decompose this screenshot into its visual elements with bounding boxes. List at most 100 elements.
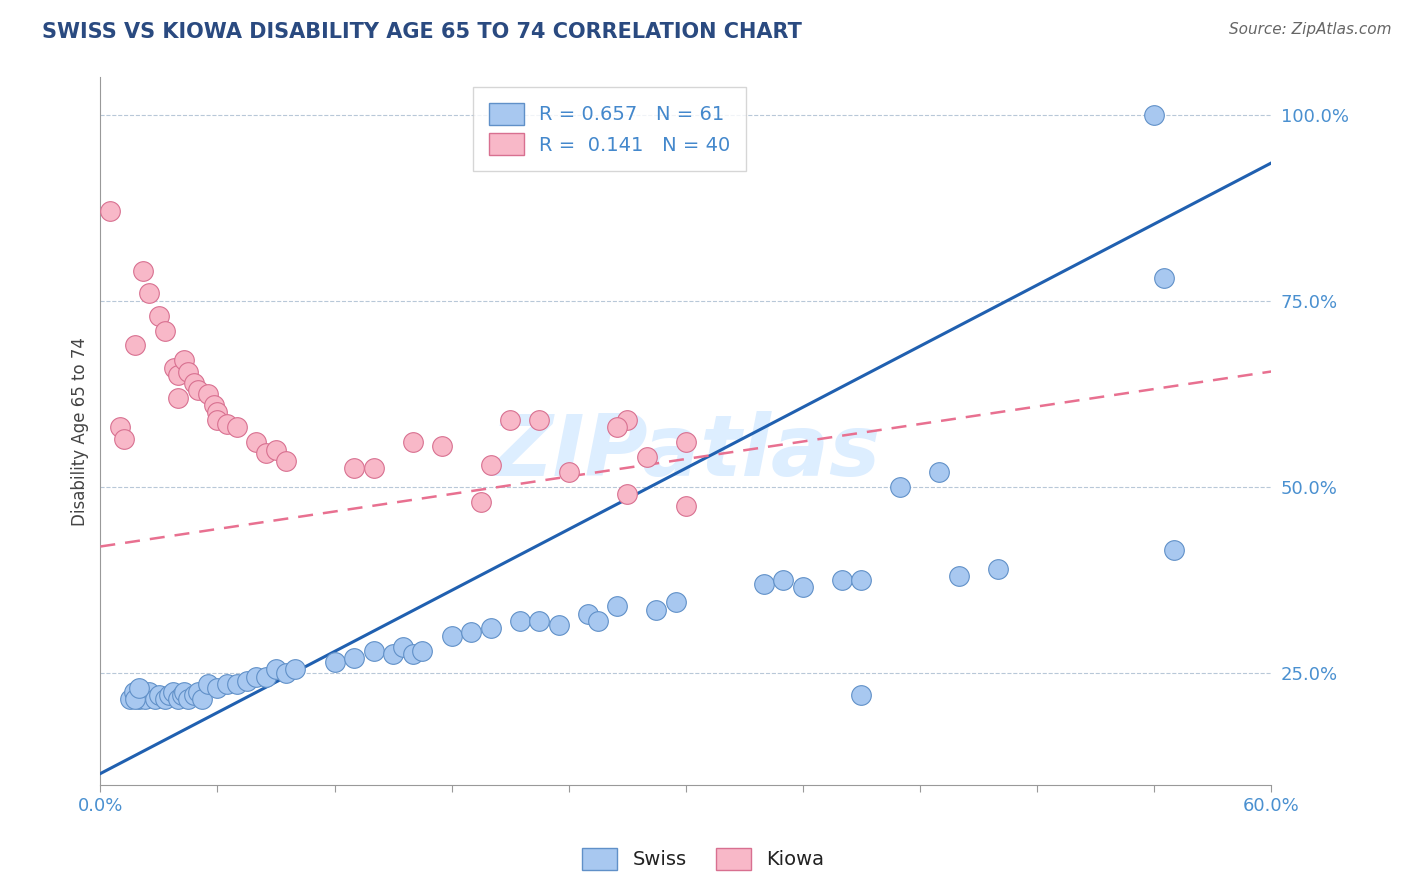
Point — [173, 353, 195, 368]
Point — [851, 689, 873, 703]
Point — [470, 495, 492, 509]
Point — [928, 465, 950, 479]
Point — [124, 338, 146, 352]
Point — [772, 573, 794, 587]
Point — [153, 324, 176, 338]
Point — [128, 681, 150, 695]
Point — [1143, 108, 1166, 122]
Point — [118, 692, 141, 706]
Point — [411, 644, 433, 658]
Point — [323, 655, 346, 669]
Point — [191, 692, 214, 706]
Point — [254, 670, 277, 684]
Point — [616, 413, 638, 427]
Point — [382, 648, 405, 662]
Point — [616, 487, 638, 501]
Point — [479, 458, 502, 472]
Point — [217, 677, 239, 691]
Point — [217, 417, 239, 431]
Point — [167, 368, 190, 383]
Point — [197, 387, 219, 401]
Point — [122, 684, 145, 698]
Text: SWISS VS KIOWA DISABILITY AGE 65 TO 74 CORRELATION CHART: SWISS VS KIOWA DISABILITY AGE 65 TO 74 C… — [42, 22, 801, 42]
Point — [226, 677, 249, 691]
Point — [226, 420, 249, 434]
Point — [987, 562, 1010, 576]
Point — [197, 677, 219, 691]
Point — [134, 692, 156, 706]
Point — [430, 439, 453, 453]
Y-axis label: Disability Age 65 to 74: Disability Age 65 to 74 — [72, 336, 89, 525]
Point — [284, 662, 307, 676]
Point — [177, 365, 200, 379]
Point — [173, 684, 195, 698]
Point — [401, 435, 423, 450]
Point — [391, 640, 413, 654]
Point — [440, 629, 463, 643]
Point — [202, 398, 225, 412]
Text: Source: ZipAtlas.com: Source: ZipAtlas.com — [1229, 22, 1392, 37]
Point — [172, 689, 194, 703]
Point — [792, 581, 814, 595]
Point — [948, 569, 970, 583]
Point — [235, 673, 257, 688]
Point — [1153, 271, 1175, 285]
Point — [157, 689, 180, 703]
Legend: Swiss, Kiowa: Swiss, Kiowa — [574, 839, 832, 878]
Point — [207, 681, 229, 695]
Point — [148, 689, 170, 703]
Point — [460, 625, 482, 640]
Point — [245, 435, 267, 450]
Point — [343, 461, 366, 475]
Point — [264, 442, 287, 457]
Point — [153, 692, 176, 706]
Point — [245, 670, 267, 684]
Point — [675, 499, 697, 513]
Point — [636, 450, 658, 465]
Point — [548, 617, 571, 632]
Point — [499, 413, 522, 427]
Point — [207, 413, 229, 427]
Point — [183, 376, 205, 390]
Point — [479, 621, 502, 635]
Point — [665, 595, 688, 609]
Point — [752, 576, 775, 591]
Point — [509, 614, 531, 628]
Point — [851, 573, 873, 587]
Point — [143, 692, 166, 706]
Point — [108, 420, 131, 434]
Point — [343, 651, 366, 665]
Point — [177, 692, 200, 706]
Point — [831, 573, 853, 587]
Point — [187, 684, 209, 698]
Point — [254, 446, 277, 460]
Point — [207, 405, 229, 419]
Text: ZIPatlas: ZIPatlas — [491, 411, 880, 494]
Point — [138, 684, 160, 698]
Point — [183, 689, 205, 703]
Point — [576, 607, 599, 621]
Point — [138, 286, 160, 301]
Point — [274, 454, 297, 468]
Point — [98, 204, 121, 219]
Point — [645, 603, 668, 617]
Point — [606, 599, 628, 613]
Point — [529, 413, 551, 427]
Point — [132, 264, 155, 278]
Point — [148, 309, 170, 323]
Point — [586, 614, 609, 628]
Point — [167, 692, 190, 706]
Point — [529, 614, 551, 628]
Point — [132, 689, 155, 703]
Point — [112, 432, 135, 446]
Point — [167, 391, 190, 405]
Point — [128, 692, 150, 706]
Point — [124, 692, 146, 706]
Point — [274, 666, 297, 681]
Point — [675, 435, 697, 450]
Point — [162, 684, 184, 698]
Point — [363, 644, 385, 658]
Point — [163, 360, 186, 375]
Point — [264, 662, 287, 676]
Point — [889, 480, 911, 494]
